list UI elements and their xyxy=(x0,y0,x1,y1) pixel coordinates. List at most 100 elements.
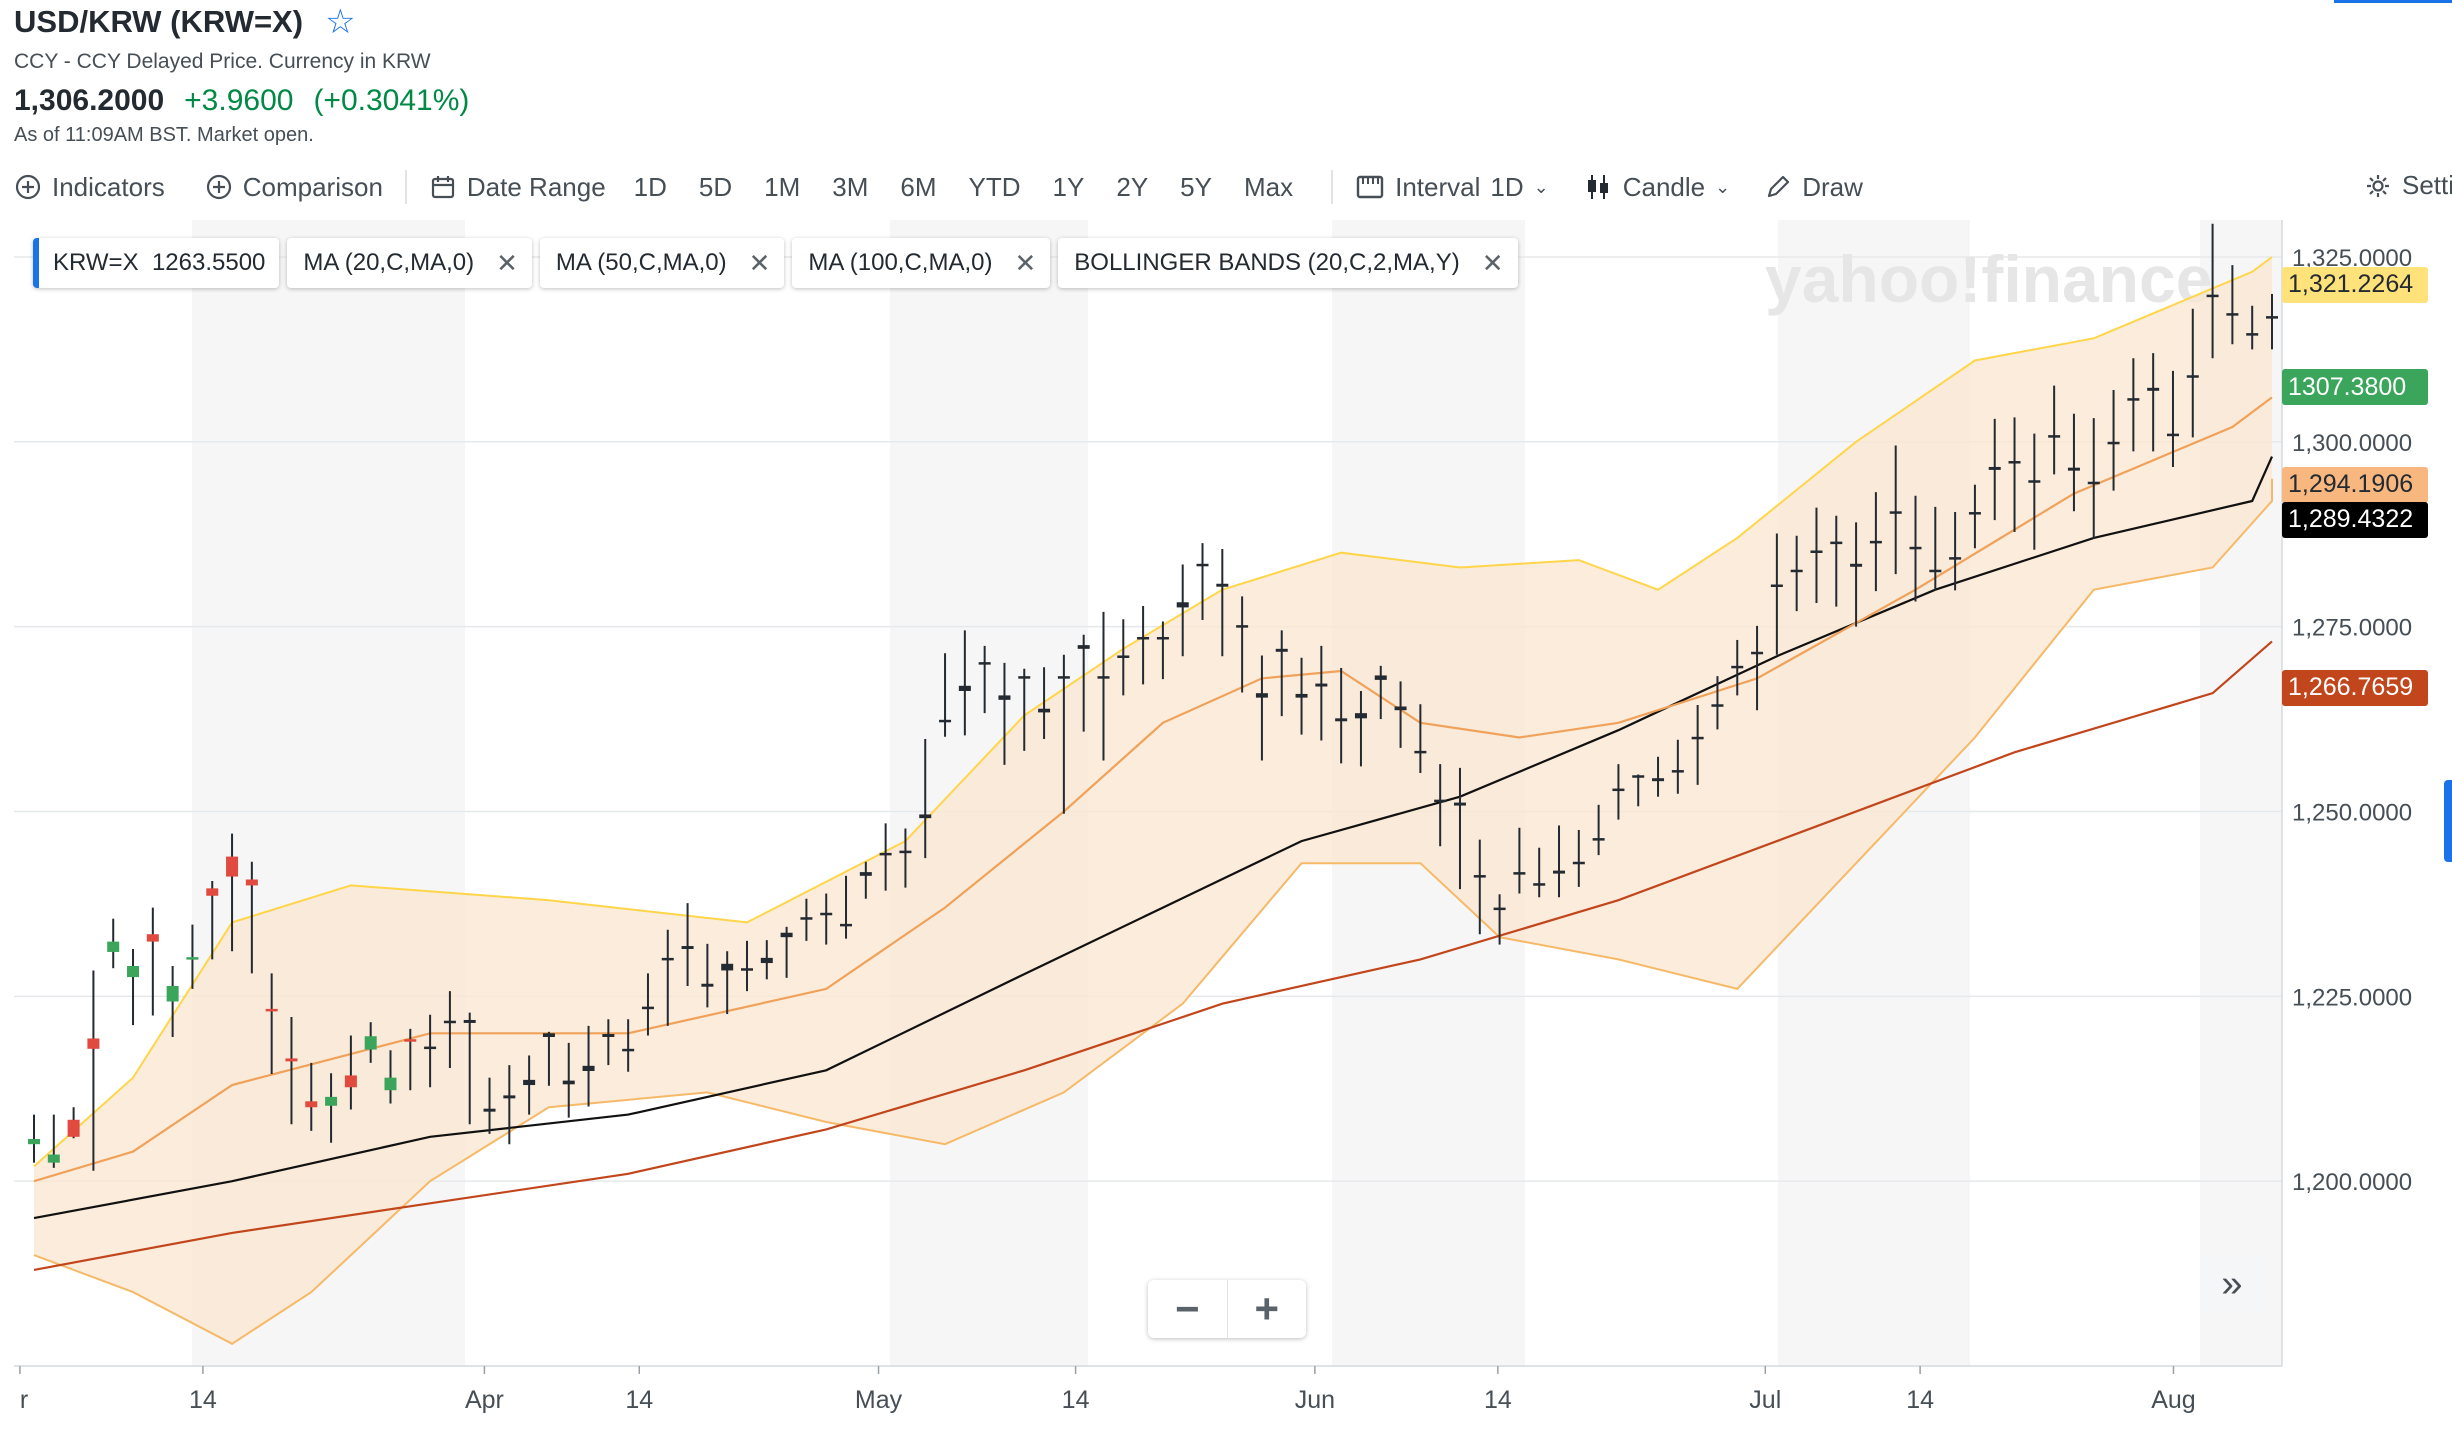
range-5d-button[interactable]: 5D xyxy=(698,171,733,202)
range-3m-button[interactable]: 3M xyxy=(832,171,869,202)
x-tick-label: 14 xyxy=(1062,1386,1090,1414)
draw-button[interactable]: Draw xyxy=(1764,172,1863,203)
candle xyxy=(820,893,833,945)
bollinger-bands xyxy=(33,256,2273,1345)
ma100-line xyxy=(33,640,2273,1271)
range-ytd-button[interactable]: YTD xyxy=(968,171,1021,202)
legend-chip-symbol[interactable]: KRW=X 1263.5500 xyxy=(33,238,280,288)
range-5y-button[interactable]: 5Y xyxy=(1180,171,1212,202)
zoom-in-button[interactable]: + xyxy=(1254,1285,1280,1332)
range-2y-button[interactable]: 2Y xyxy=(1116,171,1149,202)
candle-body xyxy=(859,872,872,876)
candle-body xyxy=(1434,799,1447,803)
candle-body xyxy=(602,1034,615,1037)
candle xyxy=(1137,605,1150,685)
candle xyxy=(602,1019,615,1066)
plus-circle-icon xyxy=(205,173,233,201)
candlestick-icon xyxy=(1583,172,1613,202)
candle-body xyxy=(47,1154,60,1163)
chart-type-button[interactable]: Candle ⌄ xyxy=(1583,172,1730,203)
legend-chip-ma20[interactable]: MA (20,C,MA,0) ✕ xyxy=(287,238,532,288)
candle xyxy=(879,823,892,891)
settings-button[interactable]: Settings xyxy=(2364,170,2452,201)
candle xyxy=(1275,630,1288,717)
interval-button[interactable]: Interval 1D ⌄ xyxy=(1355,172,1549,203)
candle xyxy=(1889,445,1902,575)
candle-body xyxy=(1216,583,1229,587)
candle xyxy=(1949,512,1962,591)
y-axis: 1,325.00001,300.00001,275.00001,250.0000… xyxy=(14,220,2412,1367)
candle xyxy=(1592,804,1605,856)
candle-body xyxy=(998,695,1011,700)
date-range-button[interactable]: Date Range xyxy=(429,172,606,203)
candle-body xyxy=(1929,569,1942,573)
legend-chip-bollinger[interactable]: BOLLINGER BANDS (20,C,2,MA,Y) ✕ xyxy=(1058,238,1518,288)
range-1y-button[interactable]: 1Y xyxy=(1052,171,1085,202)
indicators-button[interactable]: Indicators xyxy=(14,172,165,203)
candle xyxy=(562,1042,575,1118)
candle xyxy=(1434,764,1447,847)
quote-header: USD/KRW (KRW=X) ☆ CCY - CCY Delayed Pric… xyxy=(14,4,469,147)
candle-body xyxy=(443,1020,456,1024)
legend-chip-ma50[interactable]: MA (50,C,MA,0) ✕ xyxy=(539,238,785,288)
legend-chip-ma100[interactable]: MA (100,C,MA,0) ✕ xyxy=(792,238,1051,288)
candle xyxy=(1691,705,1704,785)
candle-body xyxy=(800,917,813,920)
side-panel-handle[interactable] xyxy=(2444,780,2452,862)
candle-body xyxy=(562,1080,575,1085)
candle xyxy=(325,1073,338,1143)
candle-body xyxy=(840,923,853,927)
candle xyxy=(146,907,159,1016)
candle-body xyxy=(325,1096,338,1106)
candle-body xyxy=(760,957,773,964)
candle-body xyxy=(67,1119,80,1137)
candle-body xyxy=(1374,675,1387,680)
candle-body xyxy=(166,985,179,1002)
candle-body xyxy=(186,957,199,960)
candle xyxy=(1414,704,1427,774)
candle-body xyxy=(1275,648,1288,652)
zoom-out-button[interactable]: − xyxy=(1148,1280,1228,1338)
quote-change-percent: (+0.3041%) xyxy=(313,84,470,117)
price-tag: 1,289.4322 xyxy=(2282,501,2428,538)
candle-body xyxy=(1810,550,1823,553)
range-1d-button[interactable]: 1D xyxy=(633,171,667,202)
candle xyxy=(305,1062,318,1131)
close-icon[interactable]: ✕ xyxy=(496,247,518,278)
chevron-down-icon: ⌄ xyxy=(1533,176,1549,197)
y-tick-label: 1,225.0000 xyxy=(2292,984,2412,1011)
comparison-button[interactable]: Comparison xyxy=(205,172,383,203)
candle xyxy=(28,1114,40,1163)
candle xyxy=(107,918,120,969)
x-tick-label: 14 xyxy=(189,1386,217,1414)
range-1m-button[interactable]: 1M xyxy=(764,171,801,202)
candle-body xyxy=(1453,802,1466,806)
y-tick-label: 1,300.0000 xyxy=(2292,430,2412,457)
range-max-button[interactable]: Max xyxy=(1243,171,1294,202)
candle-body xyxy=(1770,584,1783,588)
quote-subtitle: CCY - CCY Delayed Price. Currency in KRW xyxy=(14,50,431,73)
chevrons-right-icon[interactable]: » xyxy=(2202,1254,2262,1314)
star-icon[interactable]: ☆ xyxy=(325,3,356,41)
candle xyxy=(1513,827,1526,894)
candle-body xyxy=(1038,708,1051,713)
candle xyxy=(1850,522,1863,627)
candle-body xyxy=(1869,540,1882,544)
candle xyxy=(1117,619,1130,696)
candle-body xyxy=(1830,541,1843,545)
candle xyxy=(2266,293,2278,350)
close-icon[interactable]: ✕ xyxy=(748,247,771,278)
candle xyxy=(1018,668,1031,751)
candle xyxy=(542,1031,555,1086)
range-6m-button[interactable]: 6M xyxy=(900,171,937,202)
candle xyxy=(899,828,912,888)
candle-body xyxy=(1077,645,1090,649)
bollinger-lower-line xyxy=(33,478,2273,1345)
close-icon[interactable]: ✕ xyxy=(1481,247,1504,278)
close-icon[interactable]: ✕ xyxy=(1014,247,1037,278)
candle-body xyxy=(1790,569,1803,573)
candle xyxy=(998,662,1011,765)
candle-body xyxy=(2028,480,2041,483)
bollinger-fill xyxy=(34,257,2272,1344)
